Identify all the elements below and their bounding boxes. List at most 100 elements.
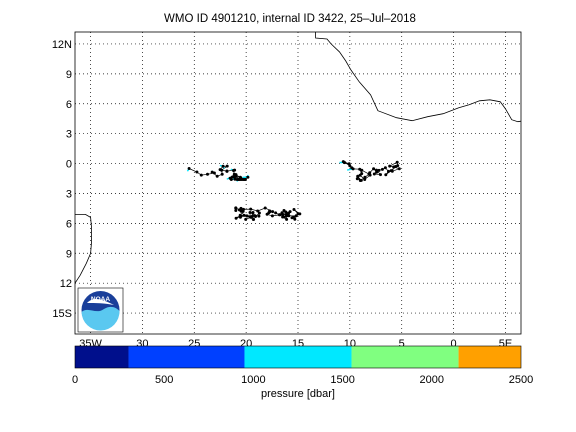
float-position-dot bbox=[234, 209, 238, 212]
float-position-dot bbox=[242, 213, 246, 217]
float-position-dot bbox=[248, 211, 252, 214]
float-position-dot bbox=[245, 214, 249, 218]
colorbar-tick-labels: 0 500 1000 1500 2000 2500 bbox=[72, 374, 533, 386]
noaa-logo-gull bbox=[87, 299, 114, 305]
lon-tick-label: 0 bbox=[451, 338, 457, 350]
float-position-dot bbox=[221, 164, 225, 168]
float-position-dot bbox=[265, 212, 269, 216]
float-position-dot bbox=[220, 172, 224, 176]
float-position-dot bbox=[238, 213, 242, 217]
float-position-dot bbox=[195, 170, 199, 174]
float-position-dot bbox=[395, 160, 399, 164]
float-position-dot bbox=[356, 174, 360, 178]
float-position-dot bbox=[251, 211, 255, 214]
float-position-dot bbox=[199, 173, 203, 177]
colorbar-frame bbox=[74, 345, 522, 369]
float-position-dot bbox=[392, 165, 396, 169]
float-position-dot bbox=[251, 217, 255, 221]
colorbar-tick-label: 500 bbox=[155, 374, 173, 386]
float-position-dot bbox=[379, 173, 382, 177]
noaa-logo: NOAA bbox=[77, 287, 124, 333]
float-position-dot bbox=[293, 217, 297, 221]
float-position-dot bbox=[206, 172, 209, 176]
float-position-dot bbox=[396, 164, 400, 168]
colorbar-tick-label: 2500 bbox=[509, 374, 533, 386]
pressure-colorbar: 0 500 1000 1500 2000 2500 pressure [dbar] bbox=[72, 345, 533, 400]
float-position-dot bbox=[271, 210, 275, 214]
map-background bbox=[75, 32, 521, 334]
map-frame bbox=[74, 31, 522, 335]
colorbar-label: pressure [dbar] bbox=[261, 388, 335, 400]
float-position-dot bbox=[292, 215, 295, 219]
lon-tick-label: 5 bbox=[399, 338, 405, 350]
colorbar-tick-label: 2000 bbox=[420, 374, 444, 386]
float-position-dot bbox=[368, 171, 372, 175]
float-position-dot bbox=[351, 167, 355, 171]
lat-tick-label: 3 bbox=[66, 129, 72, 141]
float-position-dot bbox=[355, 177, 359, 181]
float-position-dot bbox=[218, 168, 222, 172]
south-america-coastline bbox=[74, 214, 92, 284]
float-position-dot bbox=[363, 175, 367, 179]
lat-tick-label: 3 bbox=[66, 188, 72, 200]
lat-tick-label: 15S bbox=[52, 308, 72, 320]
float-position-dot bbox=[229, 178, 233, 181]
float-position-dot bbox=[250, 214, 254, 218]
float-position-dot bbox=[232, 175, 236, 179]
float-position-dot bbox=[294, 214, 298, 218]
float-position-dot bbox=[287, 214, 291, 218]
colorbar-bin bbox=[75, 346, 129, 368]
float-position-dot bbox=[246, 175, 250, 179]
lat-tick-label: 0 bbox=[66, 159, 72, 171]
colorbar-tick-label: 1500 bbox=[330, 374, 354, 386]
lat-tick-label: 6 bbox=[66, 218, 72, 230]
float-position-dot bbox=[288, 210, 292, 214]
float-position-dot bbox=[397, 167, 401, 171]
float-position-dot bbox=[372, 172, 376, 176]
float-position-dot bbox=[254, 215, 257, 218]
float-position-dot bbox=[296, 212, 300, 216]
float-position-dot bbox=[375, 169, 379, 173]
float-position-dot bbox=[372, 167, 376, 171]
lat-tick-label: 9 bbox=[66, 248, 72, 260]
float-position-dot bbox=[280, 211, 284, 215]
colorbar-bins bbox=[75, 346, 521, 368]
float-position-dot bbox=[244, 217, 248, 221]
float-position-dot bbox=[242, 207, 245, 211]
float-position-dot bbox=[263, 206, 267, 210]
float-position-dot bbox=[225, 169, 229, 173]
float-position-dot bbox=[292, 208, 296, 211]
colorbar-bin bbox=[351, 346, 459, 368]
float-position-dot bbox=[390, 169, 394, 173]
colorbar-tick-label: 0 bbox=[72, 374, 78, 386]
float-position-dot bbox=[358, 173, 362, 177]
float-position-dot bbox=[368, 173, 372, 177]
float-position-dot bbox=[239, 176, 243, 180]
float-position-dot bbox=[249, 207, 253, 211]
float-position-dot bbox=[243, 178, 247, 181]
float-position-dot bbox=[274, 211, 278, 215]
float-position-dot bbox=[359, 178, 363, 182]
float-position-dot bbox=[234, 206, 238, 210]
float-position-dot bbox=[232, 169, 235, 172]
float-position-dot bbox=[187, 167, 191, 170]
colorbar-bin bbox=[244, 346, 352, 368]
float-position-dot bbox=[388, 164, 392, 168]
float-position-dot bbox=[234, 216, 238, 220]
float-positions bbox=[187, 160, 401, 221]
lat-tick-label: 6 bbox=[66, 99, 72, 111]
float-position-dot bbox=[348, 164, 352, 168]
lat-tick-label: 12N bbox=[52, 39, 72, 51]
map-title: WMO ID 4901210, internal ID 3422, 25–Jul… bbox=[164, 13, 416, 25]
float-position-dot bbox=[387, 169, 390, 173]
africa-coastline bbox=[315, 32, 522, 123]
colorbar-bin bbox=[458, 346, 521, 368]
float-position-dot bbox=[284, 210, 288, 214]
float-position-dot bbox=[234, 173, 238, 177]
float-position-dot bbox=[210, 170, 214, 174]
float-position-dot bbox=[237, 208, 241, 212]
float-position-dot bbox=[215, 174, 219, 178]
float-position-dot bbox=[363, 178, 367, 181]
float-position-dot bbox=[277, 213, 281, 217]
float-position-dot bbox=[341, 160, 345, 164]
